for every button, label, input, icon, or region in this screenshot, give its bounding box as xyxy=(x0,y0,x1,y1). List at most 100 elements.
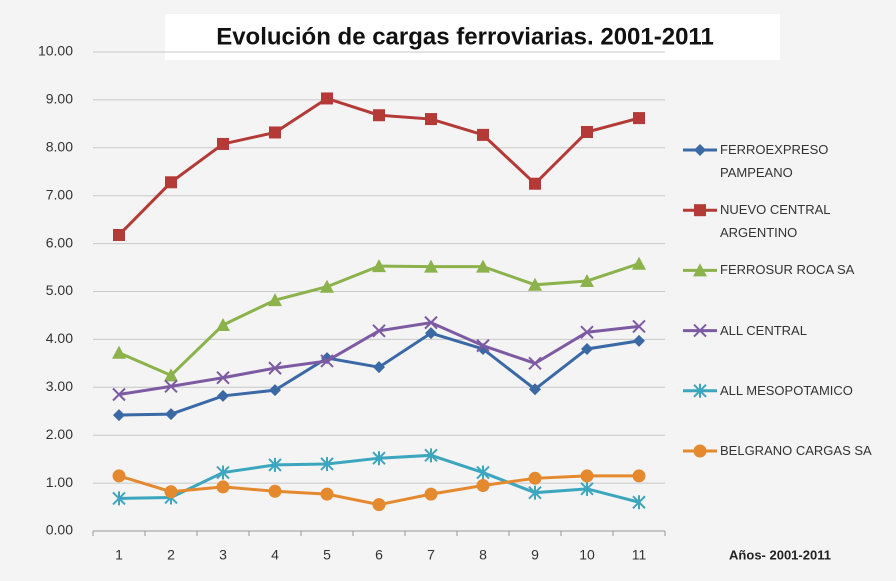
marker xyxy=(424,315,438,330)
marker xyxy=(529,177,541,190)
marker xyxy=(528,471,542,485)
marker xyxy=(269,126,281,139)
y-tick-label: 8.00 xyxy=(46,139,73,155)
x-axis-label: Años- 2001-2011 xyxy=(729,547,831,562)
legend-label: ALL CENTRAL xyxy=(720,322,807,338)
legend-label: FERROSUR ROCA SA xyxy=(720,262,855,278)
marker xyxy=(321,92,333,105)
marker xyxy=(112,387,126,402)
marker xyxy=(632,469,646,483)
x-tick-label: 4 xyxy=(271,547,279,563)
series xyxy=(112,448,646,510)
series xyxy=(112,256,646,382)
marker xyxy=(694,144,706,156)
y-tick-label: 9.00 xyxy=(46,91,73,107)
series xyxy=(113,327,645,422)
marker xyxy=(424,487,438,501)
y-tick-label: 2.00 xyxy=(46,426,73,442)
marker xyxy=(528,485,542,500)
marker xyxy=(476,465,490,480)
marker xyxy=(165,408,177,421)
marker xyxy=(217,137,229,150)
marker xyxy=(268,457,282,472)
marker xyxy=(320,279,334,293)
marker xyxy=(269,384,281,397)
marker xyxy=(633,334,645,347)
marker xyxy=(693,263,707,277)
x-tick-label: 10 xyxy=(579,547,595,563)
marker xyxy=(320,456,334,471)
chart-title: Evolución de cargas ferroviarias. 2001-2… xyxy=(216,23,714,50)
marker xyxy=(112,345,126,359)
marker xyxy=(580,469,594,483)
x-tick-label: 8 xyxy=(479,547,487,563)
marker xyxy=(268,293,282,307)
marker xyxy=(320,354,334,368)
series-line xyxy=(118,262,640,378)
marker xyxy=(373,109,385,122)
x-tick-label: 1 xyxy=(115,547,123,563)
marker xyxy=(476,259,490,273)
x-tick-label: 2 xyxy=(167,547,175,563)
marker xyxy=(693,444,707,458)
marker xyxy=(268,484,282,498)
y-tick-label: 1.00 xyxy=(46,474,73,490)
marker xyxy=(632,256,646,270)
marker xyxy=(580,481,594,496)
marker xyxy=(424,259,438,273)
marker xyxy=(693,323,707,338)
marker xyxy=(164,485,178,499)
y-tick-label: 3.00 xyxy=(46,378,73,394)
marker xyxy=(320,487,334,501)
marker xyxy=(425,327,437,340)
marker xyxy=(477,128,489,141)
x-tick-label: 6 xyxy=(375,547,383,563)
marker xyxy=(632,319,646,334)
marker xyxy=(164,368,178,382)
marker xyxy=(372,259,386,273)
series-line xyxy=(118,331,640,417)
marker xyxy=(112,469,126,483)
marker xyxy=(216,465,230,480)
legend-label: BELGRANO CARGAS SA xyxy=(720,443,872,458)
marker xyxy=(580,325,594,339)
marker xyxy=(632,495,646,510)
legend-label: FERROEXPRESO PAMPEANO xyxy=(720,142,829,180)
x-tick-label: 3 xyxy=(219,547,227,563)
y-tick-label: 6.00 xyxy=(46,234,73,250)
marker xyxy=(373,361,385,374)
marker xyxy=(476,478,490,492)
marker xyxy=(693,383,707,398)
marker xyxy=(268,361,282,375)
legend-label: NUEVO CENTRAL ARGENTINO xyxy=(720,202,831,241)
legend-label: ALL MESOPOTAMICO xyxy=(720,382,853,398)
x-tick-label: 11 xyxy=(632,547,647,563)
y-tick-label: 7.00 xyxy=(46,186,73,202)
marker xyxy=(164,379,178,394)
marker xyxy=(372,324,386,338)
y-tick-label: 4.00 xyxy=(46,330,73,346)
marker xyxy=(165,176,177,189)
x-tick-label: 5 xyxy=(323,547,331,563)
x-tick-label: 7 xyxy=(427,547,435,563)
marker xyxy=(425,113,437,126)
y-tick-label: 10.00 xyxy=(38,43,73,59)
marker xyxy=(476,338,490,353)
y-tick-label: 0.00 xyxy=(46,522,73,538)
marker xyxy=(528,356,542,371)
series-line xyxy=(118,321,640,396)
marker xyxy=(112,491,126,506)
marker xyxy=(216,371,230,385)
marker xyxy=(581,125,593,138)
marker xyxy=(113,228,125,241)
marker xyxy=(528,277,542,291)
marker xyxy=(372,498,386,512)
series xyxy=(113,92,645,241)
marker xyxy=(424,448,438,463)
marker xyxy=(633,112,645,125)
marker xyxy=(217,389,229,402)
marker xyxy=(581,342,593,355)
series xyxy=(112,469,646,512)
y-tick-label: 5.00 xyxy=(46,282,73,298)
